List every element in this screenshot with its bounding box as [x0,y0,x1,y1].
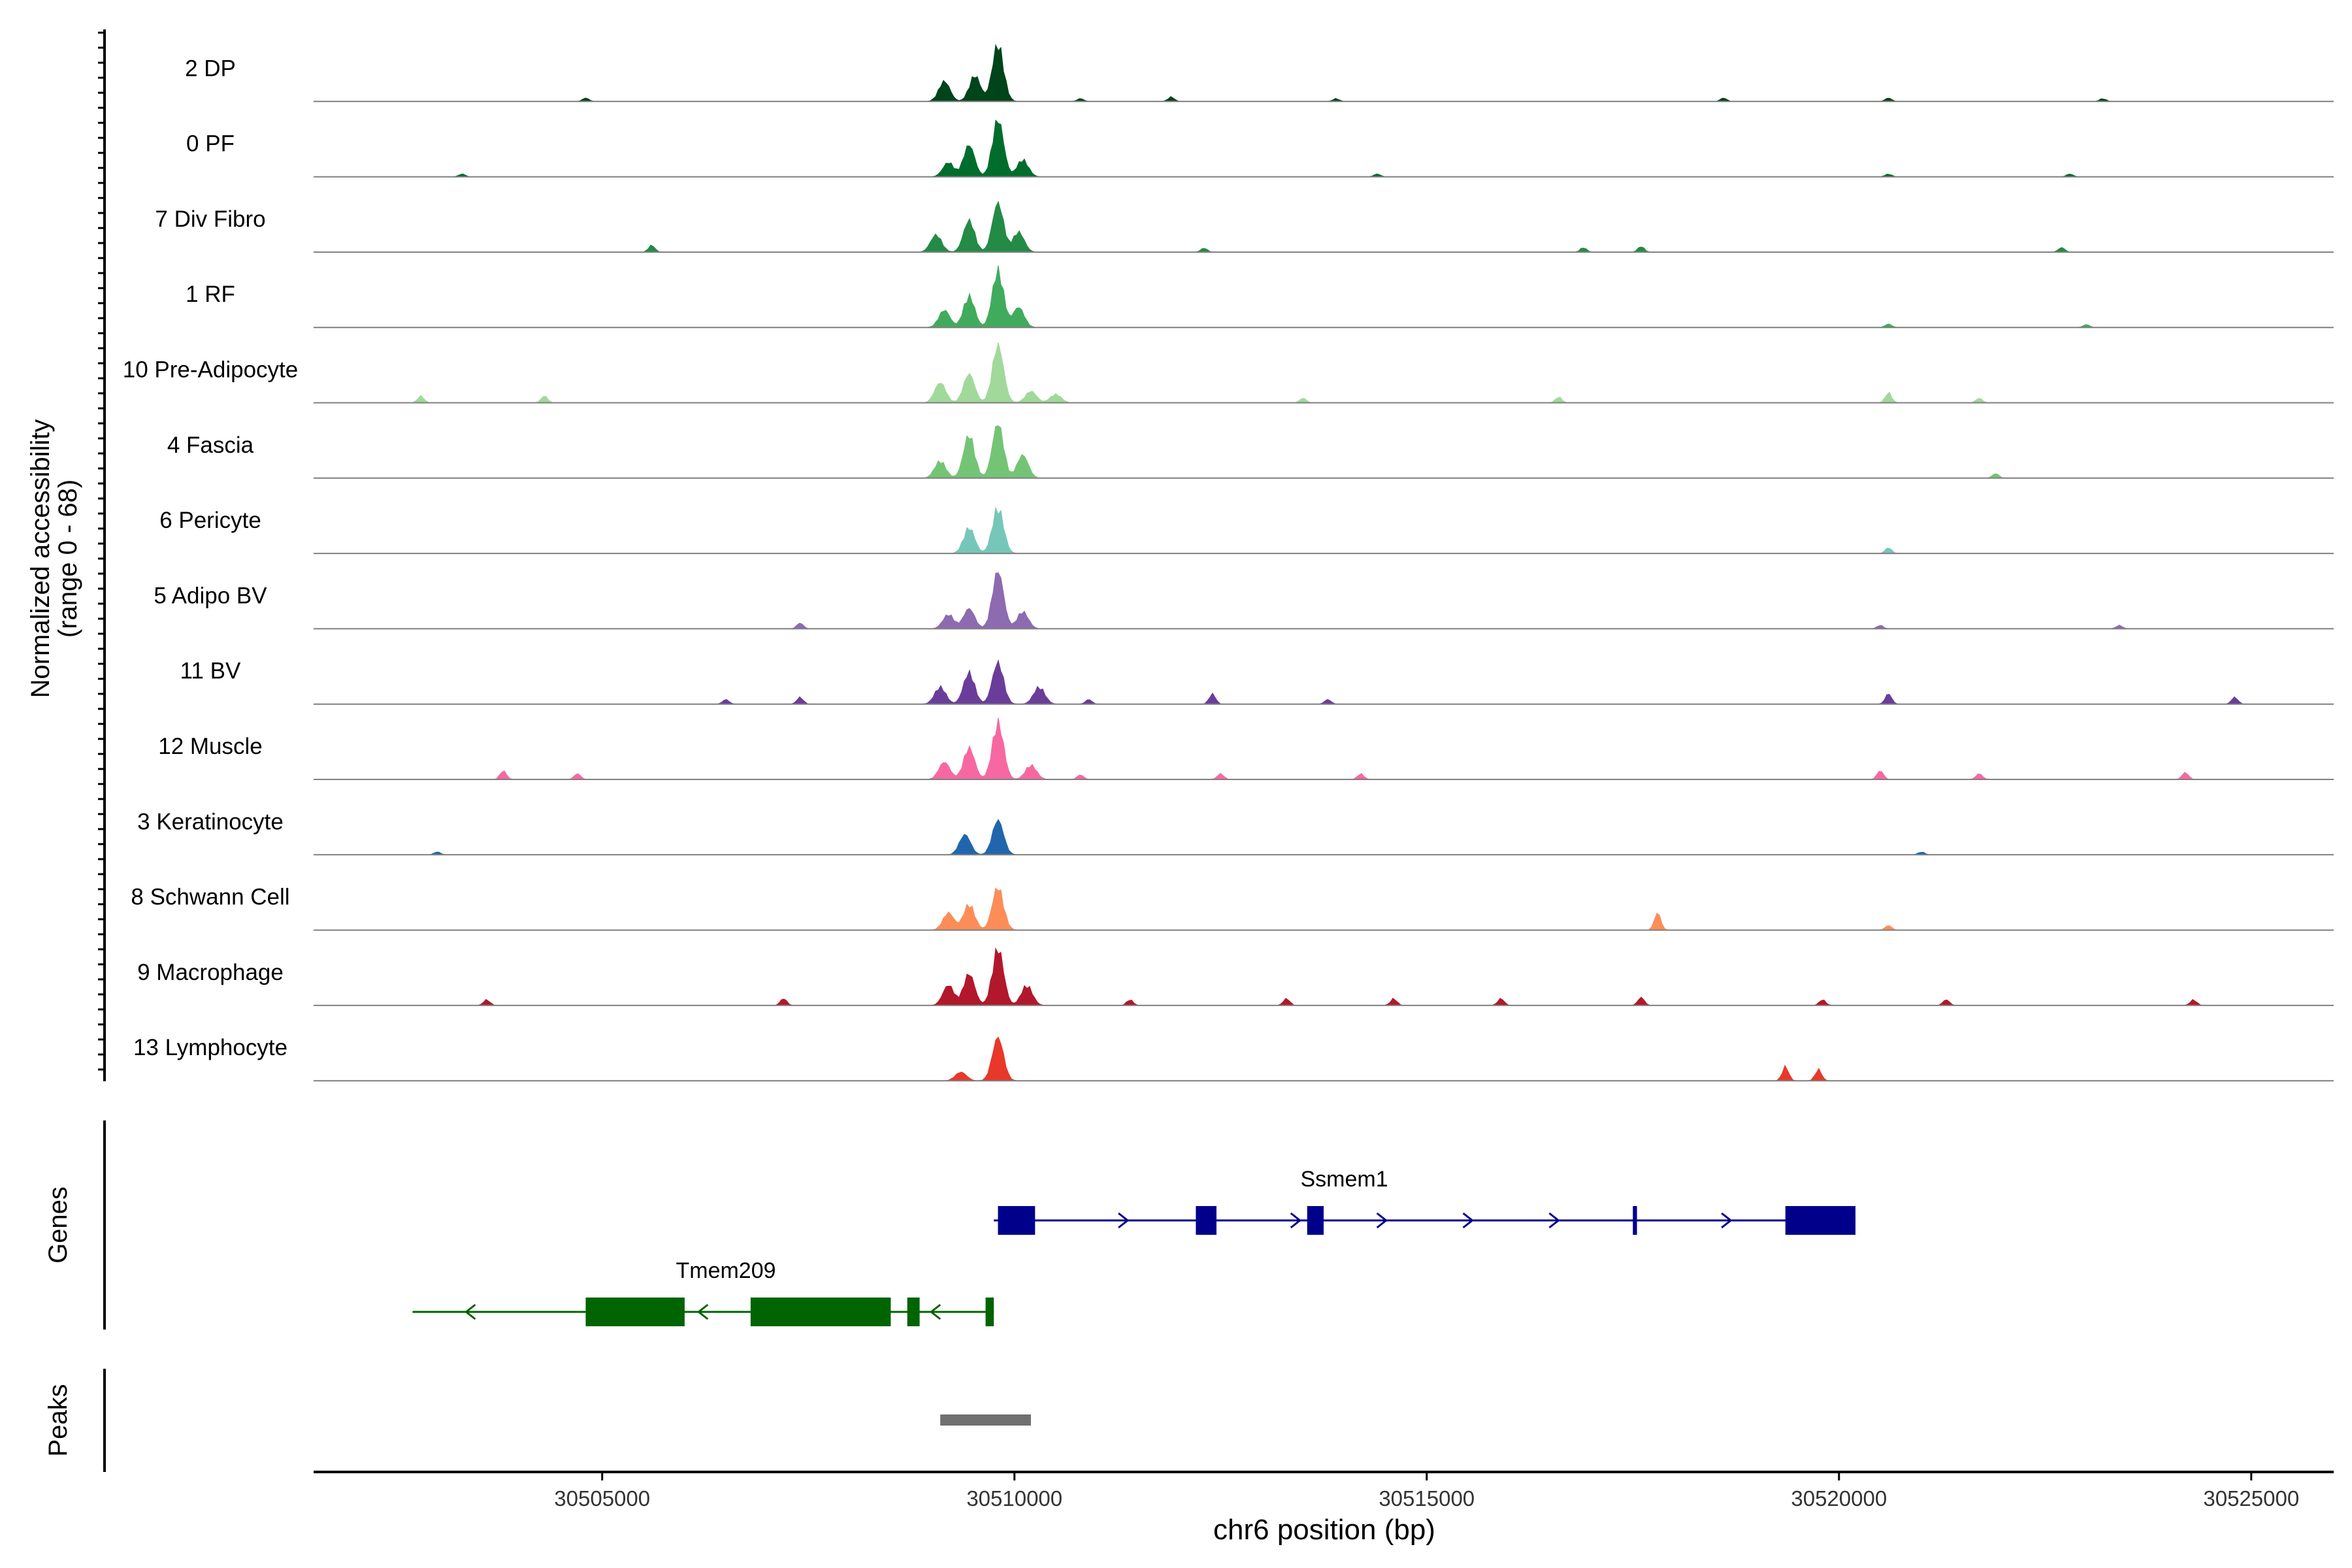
track-5: 10 Pre-Adipocyte [123,342,2334,404]
track-12: 8 Schwann Cell [131,885,2334,931]
x-tick-label: 30515000 [1379,1486,1475,1511]
coverage-area [314,342,2334,403]
peaks-label: Peaks [44,1384,73,1456]
exon-block [1307,1206,1324,1235]
x-tick-label: 30525000 [2203,1486,2299,1511]
coverage-tracks: 2 DP 0 PF 7 Div Fibro 1 RF 10 Pre-Adipocyte 4… [123,43,2334,1082]
coverage-area [314,717,2334,780]
strand-arrow [1290,1212,1302,1229]
coverage-area [314,425,2334,479]
exon-block [998,1206,1036,1235]
track-label: 2 DP [185,56,236,81]
track-13: 9 Macrophage [137,947,2334,1006]
exon-block [1785,1206,1856,1235]
coverage-area [314,659,2334,705]
x-tick-label: 30505000 [554,1486,650,1511]
track-label: 0 PF [186,131,235,157]
exon-block [750,1298,891,1326]
x-tick-label: 30520000 [1791,1486,1887,1511]
y-axis [98,29,106,1081]
coverage-area [314,201,2334,253]
gene-annotations: Ssmem1 Tmem209 [412,1167,1856,1326]
track-label: 9 Macrophage [137,960,284,985]
gene-ssmem1: Ssmem1 [994,1167,1856,1235]
exon-block [1633,1206,1637,1235]
track-label: 3 Keratinocyte [137,809,284,834]
coverage-area [314,119,2334,178]
strand-arrow [1721,1212,1733,1229]
coverage-area [314,819,2334,855]
track-11: 3 Keratinocyte [137,809,2334,856]
track-label: 13 Lymphocyte [133,1035,287,1060]
track-9: 11 BV [180,659,2334,705]
track-8: 5 Adipo BV [154,572,2334,630]
y-axis-label-line2: (range 0 - 68) [54,480,82,638]
track-label: 1 RF [186,282,235,307]
track-2: 0 PF [186,119,2334,178]
peak-regions [940,1414,1031,1426]
coverage-area [314,506,2334,554]
genes-label: Genes [44,1186,73,1264]
x-tick-label: 30510000 [966,1486,1062,1511]
gene-name: Ssmem1 [1300,1167,1388,1192]
strand-arrow [1462,1212,1474,1229]
track-1: 2 DP [185,43,2334,103]
track-label: 6 Pericyte [159,508,261,533]
track-label: 5 Adipo BV [154,583,267,608]
exon-block [1196,1206,1217,1235]
x-axis-label: chr6 position (bp) [1213,1514,1435,1546]
strand-arrow [696,1303,709,1320]
coverage-area [314,887,2334,931]
peak-region-bar [940,1414,1031,1426]
coverage-area [314,947,2334,1006]
x-axis-ticks: 30505000 30510000 30515000 30520000 30525000 [554,1472,2299,1511]
track-label: 12 Muscle [158,734,263,759]
gene-tmem209: Tmem209 [412,1258,994,1326]
coverage-area [314,572,2334,629]
strand-arrow [1118,1212,1130,1229]
coverage-area [314,265,2334,328]
track-10: 12 Muscle [158,717,2334,780]
track-label: 8 Schwann Cell [131,885,289,910]
track-label: 11 BV [180,659,241,684]
track-label: 4 Fascia [167,433,254,458]
coverage-area [314,1036,2334,1081]
track-label: 7 Div Fibro [155,206,265,232]
gene-name: Tmem209 [676,1258,776,1283]
track-6: 4 Fascia [167,425,2334,479]
track-14: 13 Lymphocyte [133,1035,2334,1082]
strand-arrow [1376,1212,1388,1229]
track-3: 7 Div Fibro [155,201,2334,253]
exon-block [585,1298,685,1326]
track-4: 1 RF [186,265,2334,329]
coverage-area [314,43,2334,102]
exon-block [907,1298,920,1326]
strand-arrow [464,1303,476,1320]
strand-arrow [1548,1212,1560,1229]
track-7: 6 Pericyte [159,506,2334,555]
y-axis-label-line1: Normalized accessibility [26,419,55,698]
track-label: 10 Pre-Adipocyte [123,357,298,383]
strand-arrow [929,1303,941,1320]
exon-block [985,1298,994,1326]
